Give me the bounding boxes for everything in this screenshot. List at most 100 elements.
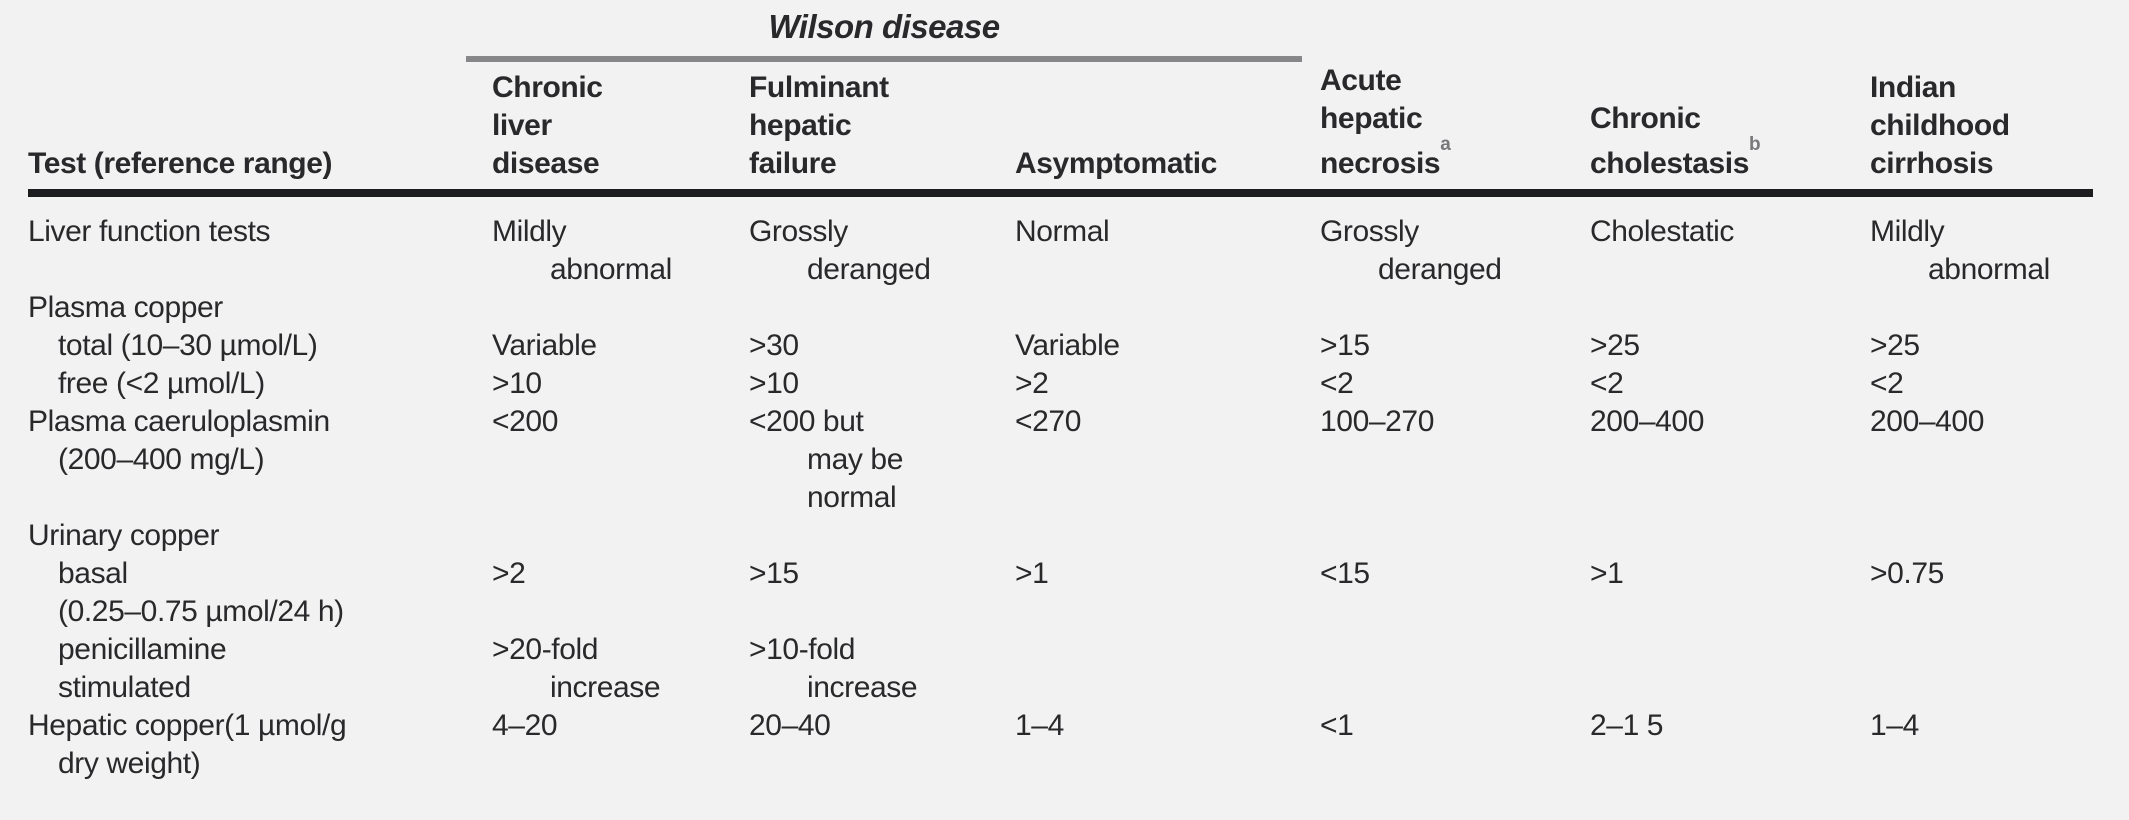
value-cell: >25 <box>1870 327 2093 365</box>
value-cell: 100–270 <box>1320 403 1590 517</box>
table-row: total (10–30 µmol/L) Variable >30 Variable >… <box>28 327 2093 365</box>
text-line: 1–4 <box>1870 709 1919 742</box>
text-line: >15 <box>749 557 799 590</box>
text-line: Variable <box>492 329 597 362</box>
table-body: Liver function tests Mildly abnormal Grossl… <box>28 193 2093 783</box>
value-cell <box>749 289 1015 327</box>
test-column-header: Test (reference range) <box>28 62 492 197</box>
value-cell: <15 <box>1320 555 1590 631</box>
column-header-line: hepatic <box>1320 102 1423 135</box>
text-line: Liver function tests <box>28 215 271 248</box>
value-cell: >10 <box>749 365 1015 403</box>
value-cell <box>1320 289 1590 327</box>
text-line: 200–400 <box>1870 405 1984 438</box>
text-line: dry weight) <box>58 747 201 780</box>
table-row: free (<2 µmol/L) >10 >10 >2 <2 <2 <2 <box>28 365 2093 403</box>
text-line: >20-fold <box>492 633 599 666</box>
value-cell <box>1870 631 2093 707</box>
value-cell <box>492 289 749 327</box>
column-header-line: liver <box>492 109 552 142</box>
text-line: >0.75 <box>1870 557 1944 590</box>
spanner-spacer <box>1320 8 2093 62</box>
value-cell: <200 but may be normal <box>749 403 1015 517</box>
text-line: penicillamine <box>58 633 227 666</box>
value-cell <box>1015 631 1320 707</box>
value-cell: >25 <box>1590 327 1870 365</box>
text-line: deranged <box>1378 253 1502 286</box>
column-header-4: Acute hepatic necrosisa <box>1320 62 1590 197</box>
value-cell: Cholestatic <box>1590 193 1870 289</box>
column-header-line: necrosisa <box>1320 134 1451 180</box>
value-cell: <200 <box>492 403 749 517</box>
text-line: total (10–30 µmol/L) <box>58 329 318 362</box>
text-line: free (<2 µmol/L) <box>58 367 265 400</box>
text-line: <2 <box>1320 367 1354 400</box>
text-line: >25 <box>1590 329 1640 362</box>
text-line: >10-fold <box>749 633 856 666</box>
value-cell <box>1015 289 1320 327</box>
text-line: Plasma copper <box>28 291 223 324</box>
value-cell: Mildly abnormal <box>1870 193 2093 289</box>
column-header-line: Chronic <box>1590 102 1701 135</box>
value-cell: >15 <box>749 555 1015 631</box>
text-line: Mildly <box>492 215 567 248</box>
text-line: Mildly <box>1870 215 1945 248</box>
row-label-cell: penicillamine stimulated <box>28 631 492 707</box>
wilson-disease-table: Wilson disease Test (reference range) Ch… <box>28 8 2093 783</box>
text-line: (200–400 mg/L) <box>58 443 265 476</box>
text-line: Cholestatic <box>1590 215 1735 248</box>
value-cell <box>1590 517 1870 555</box>
spanner-spacer <box>28 8 492 62</box>
footnote-marker-a: a <box>1440 134 1451 155</box>
value-cell: 1–4 <box>1015 707 1320 783</box>
text-line: 4–20 <box>492 709 558 742</box>
column-header-line: cholestasisb <box>1590 134 1761 180</box>
wilson-disease-spanner: Wilson disease <box>466 8 1302 62</box>
text-line: 200–400 <box>1590 405 1704 438</box>
text-line: 20–40 <box>749 709 831 742</box>
value-cell: 2–1 5 <box>1590 707 1870 783</box>
row-label-cell: Hepatic copper(1 µmol/g dry weight) <box>28 707 492 783</box>
value-cell: >20-fold increase <box>492 631 749 707</box>
row-label-cell: Plasma copper <box>28 289 492 327</box>
row-label-cell: Urinary copper <box>28 517 492 555</box>
text-line: 1–4 <box>1015 709 1064 742</box>
text-line: Urinary copper <box>28 519 220 552</box>
value-cell: >2 <box>1015 365 1320 403</box>
value-cell: >10 <box>492 365 749 403</box>
value-cell <box>749 517 1015 555</box>
column-header-line: hepatic <box>749 109 852 142</box>
column-header-3: Asymptomatic <box>1015 62 1320 197</box>
table-row: Plasma caeruloplasmin (200–400 mg/L) <200 <… <box>28 403 2093 517</box>
text-line: <270 <box>1015 405 1081 438</box>
value-cell: >15 <box>1320 327 1590 365</box>
text-line: deranged <box>807 253 931 286</box>
value-cell: <2 <box>1590 365 1870 403</box>
table-row: Hepatic copper(1 µmol/g dry weight) 4–20 20… <box>28 707 2093 783</box>
text-line: Variable <box>1015 329 1120 362</box>
text-line: abnormal <box>1928 253 2050 286</box>
text-line: <2 <box>1870 367 1904 400</box>
row-label-cell: free (<2 µmol/L) <box>28 365 492 403</box>
text-line: <200 <box>492 405 558 438</box>
column-header-1: Chronic liver disease <box>492 62 749 197</box>
value-cell: <2 <box>1320 365 1590 403</box>
header-row: Test (reference range) Chronic liver disea… <box>28 62 2093 197</box>
table-row: Plasma copper <box>28 289 2093 327</box>
text-line: >1 <box>1015 557 1049 590</box>
text-line: <1 <box>1320 709 1354 742</box>
text-line: Plasma caeruloplasmin <box>28 405 330 438</box>
column-header-line: Asymptomatic <box>1015 147 1217 180</box>
text-line: >10 <box>749 367 799 400</box>
footnote-marker-b: b <box>1749 134 1761 155</box>
value-cell: >1 <box>1590 555 1870 631</box>
value-cell: 4–20 <box>492 707 749 783</box>
text-line: Hepatic copper(1 µmol/g <box>28 709 347 742</box>
value-cell: Normal <box>1015 193 1320 289</box>
text-line: basal <box>58 557 128 590</box>
value-cell <box>1870 289 2093 327</box>
value-cell: Mildly abnormal <box>492 193 749 289</box>
text-line: increase <box>550 671 661 704</box>
value-cell <box>1015 517 1320 555</box>
text-line: Normal <box>1015 215 1110 248</box>
